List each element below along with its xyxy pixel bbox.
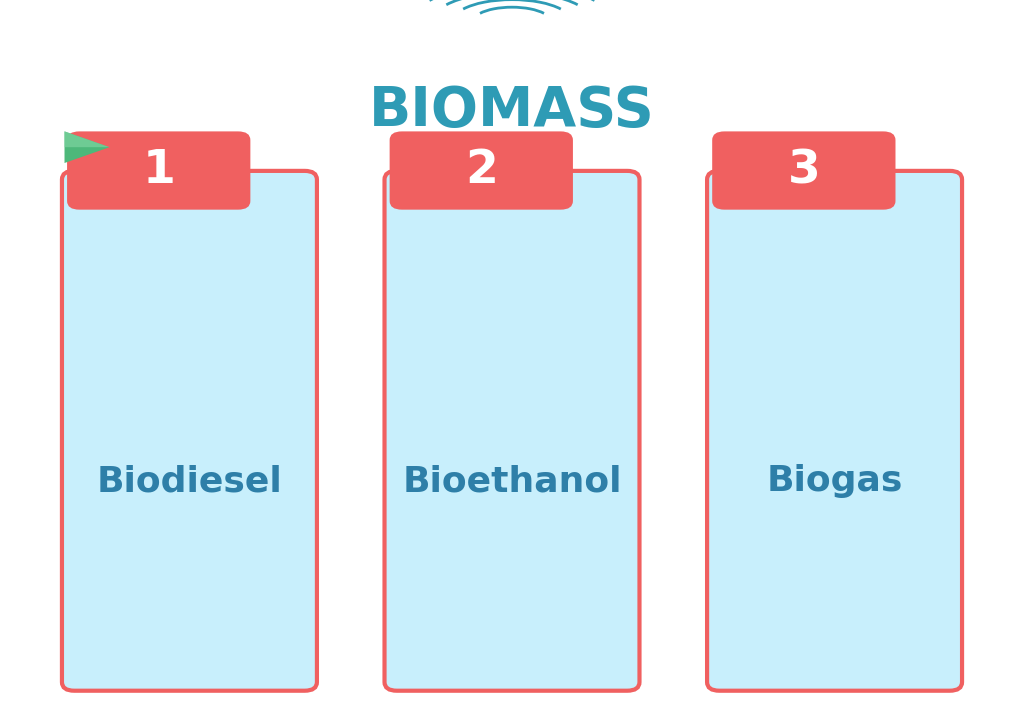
FancyBboxPatch shape: [61, 171, 317, 691]
FancyBboxPatch shape: [707, 171, 962, 691]
Text: Biodiesel: Biodiesel: [96, 464, 283, 498]
FancyBboxPatch shape: [68, 131, 250, 210]
Text: Pandai: Pandai: [118, 134, 224, 161]
Text: BIOMASS: BIOMASS: [369, 84, 655, 139]
Text: 2: 2: [465, 148, 498, 193]
FancyBboxPatch shape: [712, 131, 895, 210]
Polygon shape: [65, 131, 110, 147]
FancyBboxPatch shape: [385, 171, 639, 691]
Text: 3: 3: [787, 148, 820, 193]
Text: Biogas: Biogas: [766, 464, 903, 498]
FancyBboxPatch shape: [389, 131, 572, 210]
Polygon shape: [65, 131, 110, 163]
Text: Bioethanol: Bioethanol: [402, 464, 622, 498]
Text: 1: 1: [142, 148, 175, 193]
